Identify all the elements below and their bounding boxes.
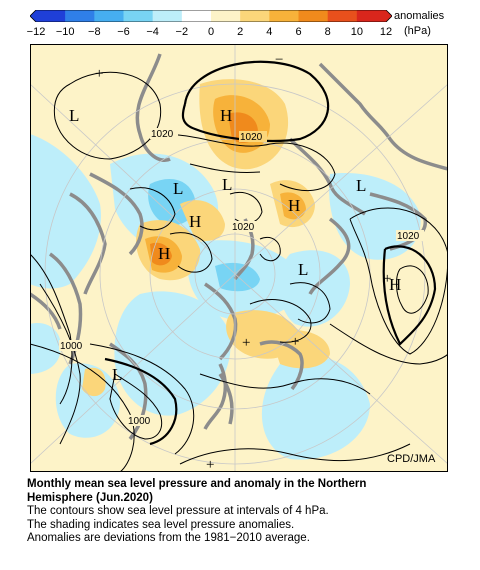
low-marker: L <box>356 176 366 195</box>
colorbar-cell <box>298 10 328 22</box>
colorbar-cell <box>152 10 183 22</box>
anomaly-plus-marker: + <box>95 66 103 82</box>
pressure-contours <box>30 60 448 472</box>
low-marker: L <box>298 260 308 279</box>
caption-line: Anomalies are deviations from the 1981−2… <box>27 532 310 544</box>
low-marker: L <box>222 175 232 194</box>
anomaly-plus-marker: + <box>242 335 250 351</box>
map-credit: CPD/JMA <box>387 453 436 465</box>
colorbar-cell <box>65 10 95 22</box>
contour-label: 1000 <box>128 416 151 427</box>
polar-pressure-map: H H H H H L L L L L L + + + + + − 1020 1… <box>30 44 448 472</box>
colorbar-cell <box>240 10 270 22</box>
colorbar-tick-label: −6 <box>117 26 130 38</box>
colorbar-cell <box>269 10 299 22</box>
anomaly-colorbar <box>30 10 392 22</box>
caption-title-line1: Monthly mean sea level pressure and anom… <box>27 478 367 490</box>
colorbar-cell <box>211 10 241 22</box>
colorbar-tick-label: 0 <box>207 26 215 38</box>
colorbar-tick-label: −8 <box>88 26 101 38</box>
colorbar-tick-label: 12 <box>379 26 393 38</box>
anomaly-plus-marker: + <box>206 457 214 472</box>
colorbar-tick-label: 8 <box>324 26 331 38</box>
colorbar-label-anomalies: anomalies <box>394 10 445 22</box>
high-marker: H <box>158 244 170 263</box>
caption-line: The shading indicates sea level pressure… <box>27 518 295 531</box>
colorbar-tick-label: 2 <box>237 26 244 38</box>
colorbar-tick-label: 4 <box>266 26 273 38</box>
caption-line: The contours show sea level pressure at … <box>27 505 329 517</box>
figure-caption: Monthly mean sea level pressure and anom… <box>27 478 467 546</box>
colorbar-tick-label: −12 <box>26 26 46 38</box>
contour-label: 1020 <box>232 222 255 233</box>
caption-title-line2: Hemisphere (Jun.2020) <box>27 491 153 504</box>
low-marker: L <box>69 106 79 125</box>
colorbar-cell <box>123 10 153 22</box>
colorbar-label-unit: (hPa) <box>404 25 431 37</box>
contour-label: 1000 <box>60 341 83 352</box>
high-marker: H <box>189 212 201 231</box>
low-marker: L <box>173 179 183 198</box>
map-frame <box>30 44 448 472</box>
colorbar-tick-label: −10 <box>55 26 75 38</box>
anomaly-plus-marker: + <box>383 271 391 287</box>
colorbar-cell <box>36 10 66 22</box>
low-marker: L <box>112 365 122 384</box>
high-marker: H <box>389 275 401 294</box>
contour-label: 1020 <box>397 231 420 242</box>
anomaly-plus-marker: + <box>291 334 299 350</box>
colorbar-left-arrow <box>30 10 36 22</box>
colorbar-cell <box>327 10 358 22</box>
colorbar-tick-label: −4 <box>146 26 159 38</box>
high-marker: H <box>220 106 232 125</box>
anomaly-minus-marker: − <box>275 52 283 68</box>
colorbar-tick-label: 10 <box>350 26 363 38</box>
colorbar-cell <box>356 10 387 22</box>
colorbar-tick-label: 6 <box>295 26 302 38</box>
high-marker: H <box>288 196 300 215</box>
colorbar-cell <box>181 10 212 22</box>
contour-label: 1020 <box>151 129 174 140</box>
colorbar-right-arrow <box>386 10 392 22</box>
contour-label: 1020 <box>240 132 263 143</box>
colorbar-tick-label: −2 <box>175 26 189 38</box>
colorbar-cell <box>94 10 124 22</box>
